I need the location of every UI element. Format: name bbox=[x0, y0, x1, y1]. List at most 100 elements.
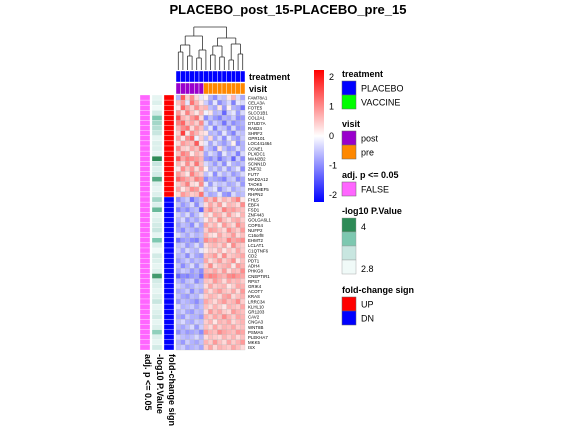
heatmap-cell bbox=[212, 273, 218, 279]
heatmap-cell bbox=[185, 293, 190, 300]
heatmap-cell bbox=[240, 222, 246, 228]
heatmap-cell bbox=[231, 99, 236, 106]
fold-change-annotation-cell bbox=[163, 314, 175, 320]
heatmap-cell bbox=[212, 329, 218, 335]
row-label: GOLGA6L1 bbox=[248, 218, 271, 223]
adj-p-annotation-cell bbox=[139, 273, 151, 279]
heatmap-cell bbox=[212, 247, 218, 254]
heatmap-cell bbox=[203, 207, 209, 213]
heatmap-cell bbox=[198, 105, 204, 111]
heatmap-cell bbox=[189, 115, 195, 121]
heatmap-cell bbox=[189, 135, 195, 142]
adj-p-annotation-cell bbox=[139, 135, 151, 142]
adj-p-annotation-cell bbox=[139, 130, 151, 136]
treatment-annotation-cell bbox=[175, 70, 181, 83]
adj-p-annotation-cell bbox=[139, 324, 151, 330]
adj-p-annotation-cell bbox=[139, 334, 151, 340]
heatmap-cell bbox=[203, 145, 209, 152]
heatmap-cell bbox=[217, 268, 223, 274]
heatmap-cell bbox=[189, 156, 195, 162]
heatmap-cell bbox=[175, 99, 181, 106]
fold-change-annotation-label: fold-change sign bbox=[167, 354, 177, 426]
heatmap-cell bbox=[208, 278, 213, 284]
heatmap-cell bbox=[208, 120, 213, 126]
heatmap-cell bbox=[194, 217, 200, 223]
heatmap-cell bbox=[226, 247, 232, 254]
heatmap-cell bbox=[217, 191, 223, 198]
heatmap-cell bbox=[180, 105, 186, 111]
heatmap-cell bbox=[226, 283, 232, 289]
heatmap-cell bbox=[217, 329, 223, 335]
heatmap-cell bbox=[235, 176, 241, 182]
heatmap-cell bbox=[189, 298, 195, 305]
heatmap-cell bbox=[185, 314, 190, 320]
legend-up-swatch bbox=[341, 296, 357, 312]
pvalue-annotation-cell bbox=[151, 278, 163, 284]
fold-change-annotation-cell bbox=[163, 247, 175, 254]
heatmap-cell bbox=[208, 99, 213, 106]
pvalue-legend-top-label: 4 bbox=[361, 222, 366, 232]
heatmap-cell bbox=[235, 94, 241, 101]
heatmap-cell bbox=[203, 150, 209, 157]
treatment-annotation-cell bbox=[235, 70, 241, 83]
heatmap-cell bbox=[194, 242, 200, 249]
adj-p-annotation-cell bbox=[139, 268, 151, 274]
heatmap-cell bbox=[185, 135, 190, 142]
heatmap-cell bbox=[235, 334, 241, 340]
row-label: FSD1 bbox=[248, 208, 260, 213]
adj-p-annotation-cell bbox=[139, 94, 151, 101]
heatmap-cell bbox=[180, 135, 186, 142]
heatmap-cell bbox=[235, 207, 241, 213]
heatmap-cell bbox=[221, 334, 227, 340]
heatmap-cell bbox=[240, 293, 246, 300]
heatmap-cell bbox=[221, 314, 227, 320]
heatmap-cell bbox=[217, 334, 223, 340]
heatmap-cell bbox=[203, 196, 209, 203]
adj-p-annotation-cell bbox=[139, 314, 151, 320]
heatmap-cell bbox=[198, 237, 204, 244]
heatmap-cell bbox=[194, 99, 200, 106]
heatmap-cell bbox=[194, 329, 200, 335]
heatmap-cell bbox=[231, 110, 236, 116]
heatmap-cell bbox=[175, 191, 181, 198]
heatmap-cell bbox=[221, 344, 227, 351]
heatmap-cell bbox=[175, 314, 181, 320]
heatmap-cell bbox=[208, 252, 213, 259]
heatmap-cell bbox=[235, 339, 241, 346]
row-label: LCLAT1 bbox=[248, 243, 264, 248]
heatmap-cell bbox=[194, 227, 200, 233]
heatmap-cell bbox=[194, 115, 200, 121]
heatmap-cell bbox=[194, 186, 200, 193]
pvalue-annotation-cell bbox=[151, 273, 163, 279]
heatmap-cell bbox=[212, 278, 218, 284]
fold-change-annotation-cell bbox=[163, 201, 175, 208]
pvalue-annotation-cell bbox=[151, 232, 163, 238]
legend-false-label: FALSE bbox=[361, 185, 389, 195]
heatmap-cell bbox=[221, 298, 227, 305]
heatmap-cell bbox=[240, 324, 246, 330]
row-label: COL2A1 bbox=[248, 116, 265, 121]
legend-placebo-label: PLACEBO bbox=[361, 84, 404, 94]
heatmap-cell bbox=[185, 237, 190, 244]
heatmap-cell bbox=[180, 339, 186, 346]
pvalue-annotation-cell bbox=[151, 314, 163, 320]
heatmap-cell bbox=[221, 94, 227, 101]
heatmap-cell bbox=[235, 125, 241, 131]
legend-false-swatch bbox=[341, 181, 357, 197]
adj-p-annotation-cell bbox=[139, 140, 151, 147]
heatmap-cell bbox=[185, 181, 190, 187]
heatmap-cell bbox=[217, 110, 223, 116]
heatmap-cell bbox=[175, 161, 181, 167]
pvalue-annotation-cell bbox=[151, 329, 163, 335]
adj-p-annotation-cell bbox=[139, 232, 151, 238]
heatmap-cell bbox=[226, 344, 232, 351]
adj-p-annotation-cell bbox=[139, 145, 151, 152]
adj-p-annotation-cell bbox=[139, 303, 151, 310]
heatmap-cell bbox=[226, 207, 232, 213]
adj-p-annotation-cell bbox=[139, 150, 151, 157]
heatmap-cell bbox=[235, 298, 241, 305]
heatmap-cell bbox=[185, 329, 190, 335]
heatmap-cell bbox=[180, 324, 186, 330]
heatmap-cell bbox=[198, 156, 204, 162]
heatmap-cell bbox=[194, 319, 200, 325]
